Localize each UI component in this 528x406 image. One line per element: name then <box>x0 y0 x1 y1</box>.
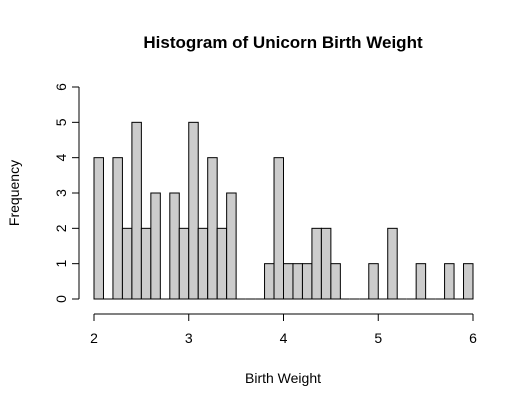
histogram-bar-21 <box>292 263 303 300</box>
y-tick-label-1: 1 <box>53 260 69 268</box>
histogram-bar-23 <box>311 227 322 300</box>
histogram-bar-18 <box>264 263 275 300</box>
histogram-bar-14 <box>226 192 237 300</box>
x-tick-label-4: 6 <box>469 330 477 346</box>
histogram-bar-25 <box>330 263 341 300</box>
x-tick-label-3: 5 <box>374 330 382 346</box>
histogram-bar-4 <box>131 121 142 300</box>
histogram-bar-9 <box>178 227 190 300</box>
y-tick-label-0: 0 <box>53 295 69 303</box>
histogram-bar-24 <box>320 227 332 300</box>
y-tick-label-2: 2 <box>53 224 69 232</box>
histogram-bar-6 <box>150 192 161 300</box>
histogram-bar-34 <box>415 263 427 300</box>
x-axis-label: Birth Weight <box>245 370 321 386</box>
histogram-bar-29 <box>368 263 379 300</box>
histogram-bar-12 <box>207 157 218 300</box>
y-axis-label: Frequency <box>6 160 22 226</box>
bars-group <box>93 121 474 300</box>
histogram-bar-31 <box>387 227 398 300</box>
y-tick-label-3: 3 <box>53 189 69 197</box>
chart-title: Histogram of Unicorn Birth Weight <box>143 33 423 52</box>
histogram-bar-3 <box>121 227 133 300</box>
x-tick-label-2: 4 <box>280 330 288 346</box>
histogram-bar-11 <box>197 227 209 300</box>
histogram-bar-22 <box>301 263 313 300</box>
histogram-bar-39 <box>463 263 474 300</box>
histogram-bar-5 <box>140 227 152 300</box>
x-axis: 2 3 4 5 6 <box>90 313 477 346</box>
x-tick-label-0: 2 <box>90 330 98 346</box>
histogram-bar-8 <box>169 192 180 300</box>
histogram-bar-10 <box>188 121 199 300</box>
y-tick-label-5: 5 <box>53 118 69 126</box>
histogram-bar-2 <box>112 157 123 300</box>
histogram-bar-20 <box>283 263 294 300</box>
histogram-bar-13 <box>216 227 228 300</box>
histogram-bar-37 <box>444 263 455 300</box>
histogram-bar-19 <box>273 157 284 300</box>
x-tick-label-1: 3 <box>185 330 193 346</box>
y-tick-label-4: 4 <box>53 154 69 162</box>
y-tick-label-6: 6 <box>53 83 69 91</box>
y-axis: 0 1 2 3 4 5 6 <box>53 83 80 303</box>
histogram-bar-0 <box>93 157 104 300</box>
